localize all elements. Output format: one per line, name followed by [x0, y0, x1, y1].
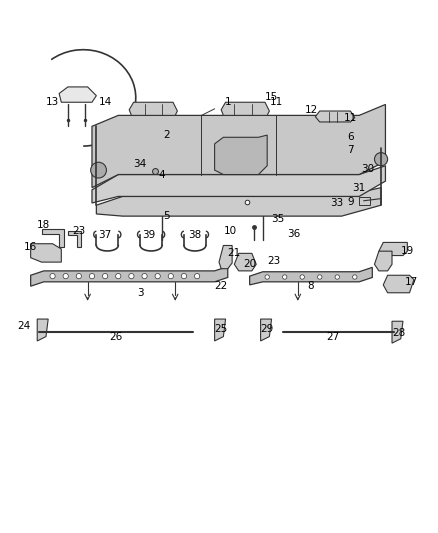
Circle shape [265, 275, 269, 279]
Polygon shape [374, 251, 392, 271]
Text: 5: 5 [163, 211, 170, 221]
Polygon shape [68, 231, 81, 247]
Text: 4: 4 [159, 169, 166, 180]
Text: 33: 33 [331, 198, 344, 208]
Polygon shape [31, 244, 61, 262]
Text: 37: 37 [99, 230, 112, 240]
Circle shape [142, 273, 147, 279]
Polygon shape [31, 266, 228, 286]
Circle shape [318, 275, 322, 279]
Text: 23: 23 [267, 256, 280, 266]
Circle shape [335, 275, 339, 279]
Text: 19: 19 [401, 246, 414, 256]
Polygon shape [392, 321, 403, 343]
Text: 28: 28 [392, 328, 405, 338]
Polygon shape [42, 229, 64, 247]
Text: 27: 27 [326, 333, 339, 343]
Polygon shape [96, 188, 381, 216]
Text: 26: 26 [110, 333, 123, 343]
Text: 16: 16 [24, 242, 37, 252]
Polygon shape [261, 319, 272, 341]
Circle shape [300, 275, 304, 279]
Text: 25: 25 [215, 324, 228, 334]
Text: 20: 20 [243, 260, 256, 269]
Polygon shape [129, 102, 177, 115]
Polygon shape [250, 268, 372, 285]
Circle shape [181, 273, 187, 279]
Text: 15: 15 [265, 92, 278, 102]
Text: 39: 39 [142, 230, 155, 240]
Text: 13: 13 [46, 97, 59, 107]
Bar [359, 197, 370, 205]
Polygon shape [215, 319, 226, 341]
Text: 36: 36 [287, 229, 300, 239]
Text: 17: 17 [405, 277, 418, 287]
Circle shape [374, 152, 388, 166]
Text: 9: 9 [347, 197, 354, 207]
Text: 31: 31 [353, 183, 366, 192]
Polygon shape [221, 102, 269, 115]
Polygon shape [315, 111, 355, 122]
Text: 38: 38 [188, 230, 201, 240]
Text: 35: 35 [272, 214, 285, 224]
Circle shape [63, 273, 68, 279]
Polygon shape [234, 253, 256, 271]
Text: 6: 6 [347, 132, 354, 142]
Circle shape [102, 273, 108, 279]
Text: 11: 11 [269, 97, 283, 107]
Polygon shape [92, 104, 385, 188]
Text: 3: 3 [137, 288, 144, 298]
Text: 21: 21 [228, 248, 241, 259]
Text: 18: 18 [37, 220, 50, 230]
Polygon shape [92, 166, 385, 203]
Circle shape [168, 273, 173, 279]
Text: 7: 7 [347, 146, 354, 156]
Text: 29: 29 [261, 324, 274, 334]
Text: 14: 14 [99, 97, 112, 107]
Circle shape [76, 273, 81, 279]
Text: 34: 34 [134, 159, 147, 168]
Polygon shape [59, 87, 96, 102]
Text: 23: 23 [72, 227, 85, 237]
Polygon shape [379, 243, 407, 255]
Polygon shape [383, 275, 414, 293]
Text: 30: 30 [361, 164, 374, 174]
Circle shape [50, 273, 55, 279]
Circle shape [283, 275, 287, 279]
Text: 1: 1 [224, 97, 231, 107]
Polygon shape [37, 319, 48, 341]
Circle shape [116, 273, 121, 279]
Circle shape [91, 162, 106, 178]
Circle shape [353, 275, 357, 279]
Text: 2: 2 [163, 130, 170, 140]
Circle shape [155, 273, 160, 279]
Circle shape [194, 273, 200, 279]
Text: 10: 10 [223, 225, 237, 236]
Circle shape [89, 273, 95, 279]
Circle shape [129, 273, 134, 279]
Text: 8: 8 [307, 281, 314, 291]
Polygon shape [219, 246, 232, 269]
Text: 12: 12 [304, 104, 318, 115]
Text: 22: 22 [215, 281, 228, 291]
Polygon shape [215, 135, 267, 174]
Text: 24: 24 [18, 321, 31, 330]
Text: 11: 11 [344, 112, 357, 123]
